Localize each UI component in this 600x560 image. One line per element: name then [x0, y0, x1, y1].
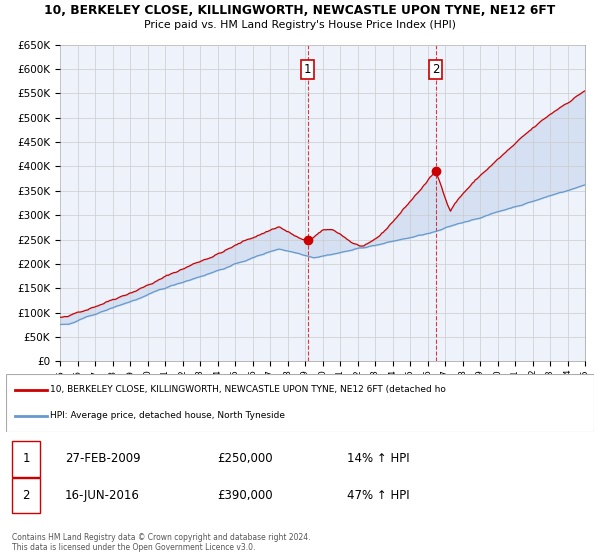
Text: 16-JUN-2016: 16-JUN-2016 [65, 489, 140, 502]
Text: 1: 1 [304, 63, 311, 76]
Bar [12, 441, 40, 477]
Text: 2: 2 [432, 63, 439, 76]
Text: £390,000: £390,000 [218, 489, 274, 502]
Text: Contains HM Land Registry data © Crown copyright and database right 2024.: Contains HM Land Registry data © Crown c… [12, 533, 311, 542]
Text: This data is licensed under the Open Government Licence v3.0.: This data is licensed under the Open Gov… [12, 543, 256, 552]
Text: 2: 2 [22, 489, 30, 502]
Text: £250,000: £250,000 [218, 452, 274, 465]
Bar [12, 478, 40, 514]
Text: 47% ↑ HPI: 47% ↑ HPI [347, 489, 410, 502]
Text: 27-FEB-2009: 27-FEB-2009 [65, 452, 140, 465]
Text: 1: 1 [22, 452, 30, 465]
Text: Price paid vs. HM Land Registry's House Price Index (HPI): Price paid vs. HM Land Registry's House … [144, 20, 456, 30]
Text: 10, BERKELEY CLOSE, KILLINGWORTH, NEWCASTLE UPON TYNE, NE12 6FT (detached ho: 10, BERKELEY CLOSE, KILLINGWORTH, NEWCAS… [50, 385, 446, 394]
Text: 10, BERKELEY CLOSE, KILLINGWORTH, NEWCASTLE UPON TYNE, NE12 6FT: 10, BERKELEY CLOSE, KILLINGWORTH, NEWCAS… [44, 4, 556, 17]
Text: 14% ↑ HPI: 14% ↑ HPI [347, 452, 410, 465]
Text: HPI: Average price, detached house, North Tyneside: HPI: Average price, detached house, Nort… [50, 412, 285, 421]
